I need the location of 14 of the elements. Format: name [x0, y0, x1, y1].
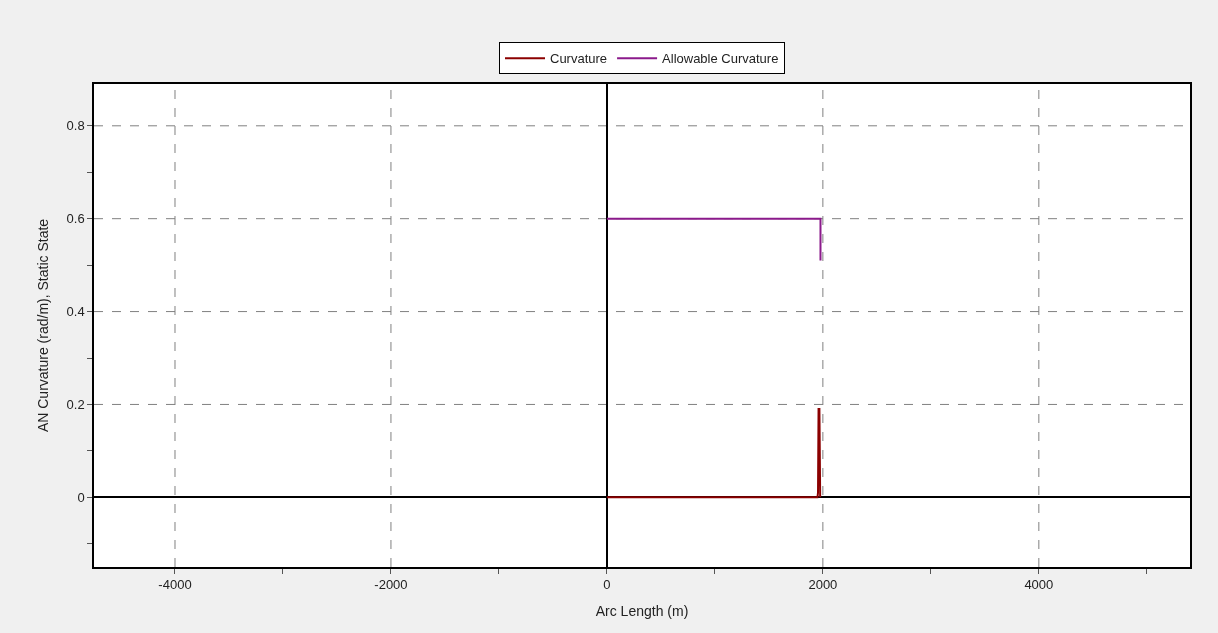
x-tick-label: -2000 [374, 577, 408, 593]
x-tick-label: 4000 [1024, 577, 1054, 593]
x-tick-label: 0 [603, 577, 611, 593]
y-tick-label: 0.2 [66, 397, 85, 412]
legend-label: Allowable Curvature [662, 51, 779, 67]
y-tick-label: 0.8 [66, 118, 85, 134]
y-tick-label: 0.4 [66, 304, 85, 320]
x-tick-label: 2000 [808, 577, 838, 593]
x-axis-title: Arc Length (m) [595, 603, 689, 620]
y-tick-label: 0.6 [66, 211, 85, 227]
x-tick-label: -4000 [158, 577, 192, 593]
y-axis-title: AN Curvature (rad/m), Static State [34, 218, 51, 433]
legend-label: Curvature [550, 51, 608, 67]
y-tick-label: 0 [77, 489, 85, 505]
